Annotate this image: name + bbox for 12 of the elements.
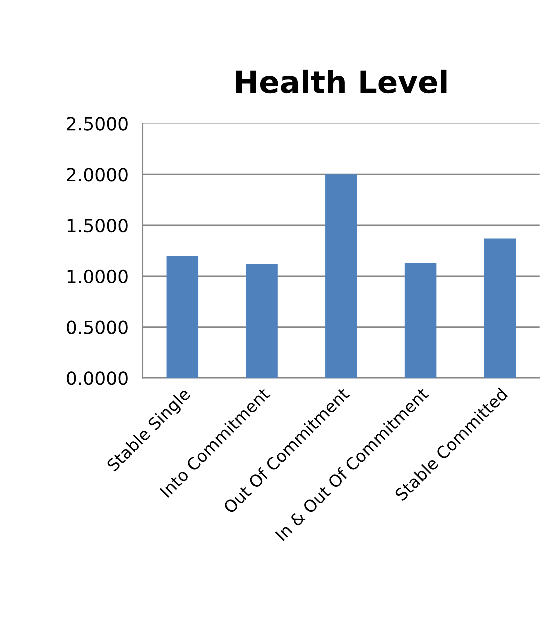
bar (246, 264, 278, 378)
y-tick-label: 2.5000 (67, 117, 128, 131)
y-tick-label: 0.0000 (67, 372, 128, 386)
chart-title: Health Level (236, 70, 447, 94)
bar (326, 174, 358, 378)
y-tick-label: 0.5000 (67, 320, 128, 334)
bar (404, 263, 437, 378)
bar (484, 238, 516, 378)
y-tick-label: 1.0000 (68, 270, 128, 284)
bar (166, 256, 199, 378)
y-tick-label: 1.5000 (68, 218, 128, 233)
y-tick-label: 2.0000 (67, 168, 128, 182)
